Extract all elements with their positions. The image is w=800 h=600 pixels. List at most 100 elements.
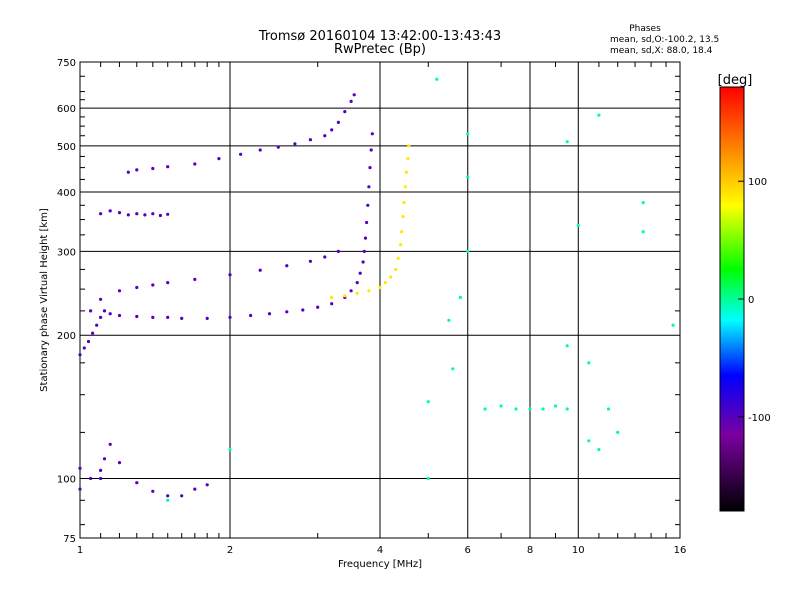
phases-info-o: mean, sd,O:-100.2, 13.5 xyxy=(610,35,719,45)
data-point xyxy=(483,407,487,411)
data-point xyxy=(193,277,197,281)
data-point xyxy=(330,302,334,306)
data-point xyxy=(205,483,209,487)
data-point xyxy=(389,275,393,279)
data-point xyxy=(308,259,312,263)
data-point xyxy=(166,281,170,285)
data-point xyxy=(91,331,95,335)
y-tick-label: 500 xyxy=(57,142,76,153)
data-point xyxy=(228,315,232,319)
data-point xyxy=(336,120,340,124)
data-point xyxy=(587,439,591,443)
data-point xyxy=(396,256,400,260)
data-point xyxy=(451,367,455,371)
data-point xyxy=(336,249,340,253)
data-point xyxy=(466,175,470,179)
data-point xyxy=(587,361,591,365)
y-tick-label: 300 xyxy=(57,247,76,258)
data-point xyxy=(258,268,262,272)
data-points xyxy=(78,77,675,502)
data-point xyxy=(458,295,462,300)
data-point xyxy=(499,404,503,408)
data-point xyxy=(151,315,155,319)
data-point xyxy=(135,285,139,290)
data-point xyxy=(117,313,122,318)
data-point xyxy=(249,313,253,318)
data-point xyxy=(399,243,403,247)
data-point xyxy=(239,152,243,156)
y-tick-label: 100 xyxy=(57,475,76,486)
data-point xyxy=(316,305,320,309)
data-point xyxy=(402,201,406,205)
data-point xyxy=(78,353,82,357)
x-tick-label: 6 xyxy=(465,545,471,556)
data-point xyxy=(576,223,580,228)
data-point xyxy=(365,220,369,225)
data-point xyxy=(301,308,305,312)
data-point xyxy=(352,93,356,97)
data-point xyxy=(362,249,366,253)
data-point xyxy=(426,476,430,481)
colorbar-ticks: 100 0 -100 xyxy=(738,177,771,424)
data-point xyxy=(565,140,569,144)
data-point xyxy=(349,289,353,293)
data-point xyxy=(151,212,155,216)
data-point xyxy=(616,430,620,434)
y-tick-label: 200 xyxy=(57,331,76,342)
data-point xyxy=(99,476,103,481)
data-point xyxy=(435,77,439,81)
data-point xyxy=(205,316,209,320)
data-point xyxy=(330,295,334,300)
data-point xyxy=(597,448,601,452)
x-tick-labels: 1 2 4 6 8 10 16 xyxy=(77,545,687,556)
data-point xyxy=(378,285,382,290)
data-point xyxy=(323,134,327,138)
data-point xyxy=(330,128,334,132)
data-point xyxy=(276,145,280,149)
data-point xyxy=(166,315,170,319)
x-axis-label: Frequency [MHz] xyxy=(338,559,422,570)
data-point xyxy=(108,209,112,213)
data-point xyxy=(102,309,107,313)
data-point xyxy=(363,236,368,240)
data-point xyxy=(158,213,162,218)
data-point xyxy=(166,165,170,169)
data-point xyxy=(117,289,122,293)
data-point xyxy=(285,310,289,314)
colorbar-tick-label: -100 xyxy=(748,413,771,424)
data-point xyxy=(78,487,82,491)
data-point xyxy=(166,498,170,502)
data-point xyxy=(151,166,155,171)
data-point xyxy=(126,213,130,217)
data-point xyxy=(180,494,184,498)
data-point xyxy=(166,494,170,498)
chart-title: Tromsø 20160104 13:42:00-13:43:43 xyxy=(258,29,501,44)
data-point xyxy=(355,281,359,285)
data-point xyxy=(86,339,91,344)
data-point xyxy=(406,157,410,161)
data-point xyxy=(343,294,347,298)
data-point xyxy=(366,203,370,207)
data-point xyxy=(403,185,408,189)
grid-lines xyxy=(80,62,680,538)
data-point xyxy=(228,273,232,277)
data-point xyxy=(597,113,601,117)
data-point xyxy=(151,283,155,287)
data-point xyxy=(368,166,372,170)
data-point xyxy=(180,316,184,320)
data-point xyxy=(641,201,645,205)
y-axis-label: Stationary phase Virtual Height [km] xyxy=(39,208,50,392)
data-point xyxy=(108,312,112,316)
data-point xyxy=(267,312,272,316)
x-tick-label: 2 xyxy=(227,545,233,556)
chart-subtitle: RwPretec (Bp) xyxy=(334,42,426,57)
data-point xyxy=(193,487,197,491)
data-point xyxy=(95,323,99,327)
data-point xyxy=(193,162,197,166)
data-point xyxy=(166,212,170,216)
phases-info-x: mean, sd,X: 88.0, 18.4 xyxy=(610,46,713,56)
data-point xyxy=(143,213,147,217)
data-point xyxy=(565,344,569,348)
data-point xyxy=(99,315,103,319)
